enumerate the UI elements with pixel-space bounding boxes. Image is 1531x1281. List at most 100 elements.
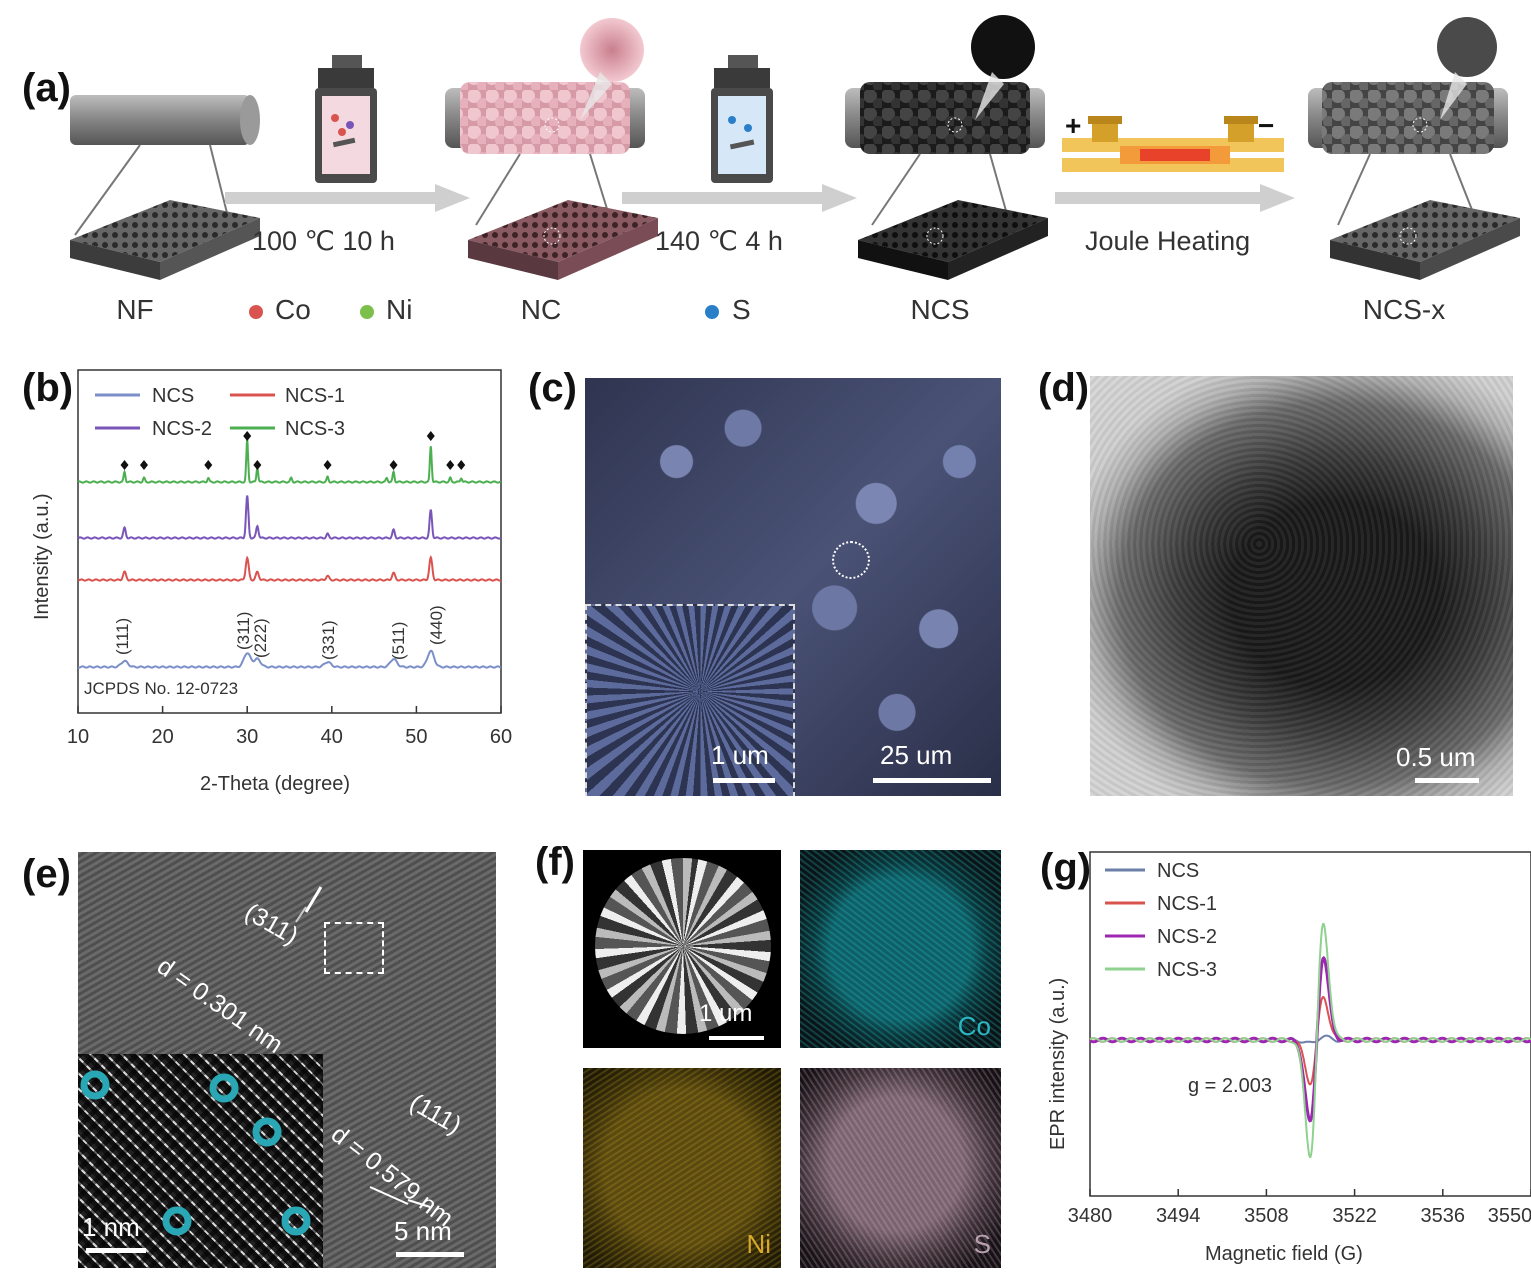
xrd-ylabel: Intensity (a.u.) [31,493,53,620]
epr-legend-ncs1: NCS-1 [1157,893,1217,915]
xrd-diamond-marker [323,460,332,470]
joule-plus-sign: + [1065,110,1082,141]
nc-rod [445,18,645,226]
ni-map-label: Ni [746,1229,771,1259]
panel-b-label: (b) [22,366,74,410]
haadf-scalebar [709,1036,764,1040]
panel-c-label: (c) [528,366,577,410]
epr-xtick-label: 3508 [1244,1205,1289,1227]
hrtem-image: (311) d = 0.301 nm (111) d = 0.579 nm 1 … [78,852,496,1268]
epr-legend-ncs: NCS [1157,860,1199,882]
ncs-x-rod [1308,17,1508,226]
ncs-rod [845,15,1045,226]
nc-foam [468,200,658,280]
tem-texture [1090,376,1513,796]
schematic-graphics [70,15,1520,319]
epr-chart: 3480 3494 3508 3522 3536 3550 NCS NCS-1 NCS-2… [1047,851,1531,1265]
xrd-curve-ncs-1 [77,554,502,582]
panel-a-label: (a) [22,66,71,110]
epr-curve-ncs-3 [1089,922,1531,1159]
sem-image: 1 um 25 um [585,378,1001,796]
xrd-ticks: 10 20 30 40 50 60 [67,706,512,748]
xrd-curve-ncs-2 [77,495,502,540]
hrtem-main-scale-text: 5 nm [394,1216,452,1246]
nf-rod [70,95,260,236]
xrd-legend-ncs2: NCS-2 [152,418,212,440]
step-3-text: Joule Heating [1085,226,1251,256]
epr-ylabel: EPR intensity (a.u.) [1047,978,1069,1150]
hrtem-selection-box [324,922,384,974]
sem-inset-scale-text: 1 um [711,740,769,770]
xrd-xtick-label: 60 [490,726,512,748]
sem-main-scale-text: 25 um [880,740,953,770]
epr-xtick-label: 3550 [1488,1205,1531,1227]
epr-ticks: 3480 3494 3508 3522 3536 3550 [1068,1189,1531,1227]
xrd-legend-ncs: NCS [152,385,194,407]
ncs-x-foam [1330,200,1520,280]
s-map-label: S [973,1229,991,1259]
peak-label-440: (440) [427,605,446,645]
peak-label-331: (331) [319,620,338,660]
xrd-diamond-marker [389,460,398,470]
xrd-curves [77,431,502,669]
legend-ni-label: Ni [386,294,413,325]
epr-plot-frame [1089,851,1531,1197]
xrd-xtick-label: 20 [151,726,173,748]
ni-map-image: Ni [583,1068,781,1268]
stage-ncs-x-label: NCS-x [1362,294,1446,325]
panel-e-label: (e) [22,852,71,896]
peak-label-111: (111) [113,618,132,655]
stage-nf-label: NF [116,294,154,325]
tem-scalebar [1415,778,1479,783]
sem-inset-scalebar [713,778,775,783]
stage-ncs-label: NCS [910,294,970,325]
xrd-diamond-marker [446,460,455,470]
process-arrows [225,184,1295,212]
nf-foam [70,200,260,280]
xrd-xtick-label: 40 [321,726,343,748]
tem-image: 0.5 um [1090,376,1513,796]
legend-co-label: Co [275,294,311,325]
hrtem-main-scalebar [396,1252,464,1257]
hrtem-inset-image [78,1054,323,1268]
epr-legend-ncs3: NCS-3 [1157,959,1217,981]
epr-xtick-label: 3536 [1421,1205,1466,1227]
xrd-diamond-marker [253,460,262,470]
haadf-image: 1 um [583,850,781,1048]
s-dot-icon [705,305,719,319]
haadf-scale-text: 1 um [699,1000,753,1027]
xrd-xlabel: 2-Theta (degree) [200,773,350,795]
xrd-xtick-label: 30 [236,726,258,748]
xrd-diamond-marker [243,431,252,441]
tem-scale-text: 0.5 um [1396,742,1476,772]
s-map-image: S [800,1068,1001,1268]
hrtem-inset-scale-text: 1 nm [82,1212,140,1242]
sem-main-scalebar [873,778,991,783]
panel-f-label: (f) [535,840,575,884]
hrtem-inset-scalebar [86,1248,146,1253]
xrd-curve-ncs [77,649,502,669]
haadf-particle [595,858,771,1034]
xrd-diamond-marker [426,431,435,441]
autoclave-2-icon [711,55,773,183]
ni-dot-icon [360,305,374,319]
xrd-legend-ncs3: NCS-3 [285,418,345,440]
co-map-label: Co [957,1011,991,1041]
panel-d-label: (d) [1038,366,1090,410]
hrtem-overlay [80,886,431,1236]
xrd-legend-ncs1: NCS-1 [285,385,345,407]
xrd-diamond-marker [120,460,129,470]
xrd-diamond-marker [457,460,466,470]
jcpds-reference: JCPDS No. 12-0723 [84,679,238,698]
step-2-text: 140 ℃ 4 h [655,226,783,256]
epr-legend-ncs2: NCS-2 [1157,926,1217,948]
autoclave-1-icon [315,55,377,183]
panel-g-label: (g) [1040,846,1092,890]
sem-inset-image [585,604,795,796]
peak-label-311: (311) [234,612,253,650]
xrd-chart: 10 20 30 40 50 60 NCS NCS-1 NCS-2 NCS-3 (111)… [31,369,512,795]
epr-xtick-label: 3480 [1068,1205,1113,1227]
xrd-diamond-marker [139,460,148,470]
joule-heating-icon [1062,116,1284,172]
xrd-xtick-label: 50 [405,726,427,748]
